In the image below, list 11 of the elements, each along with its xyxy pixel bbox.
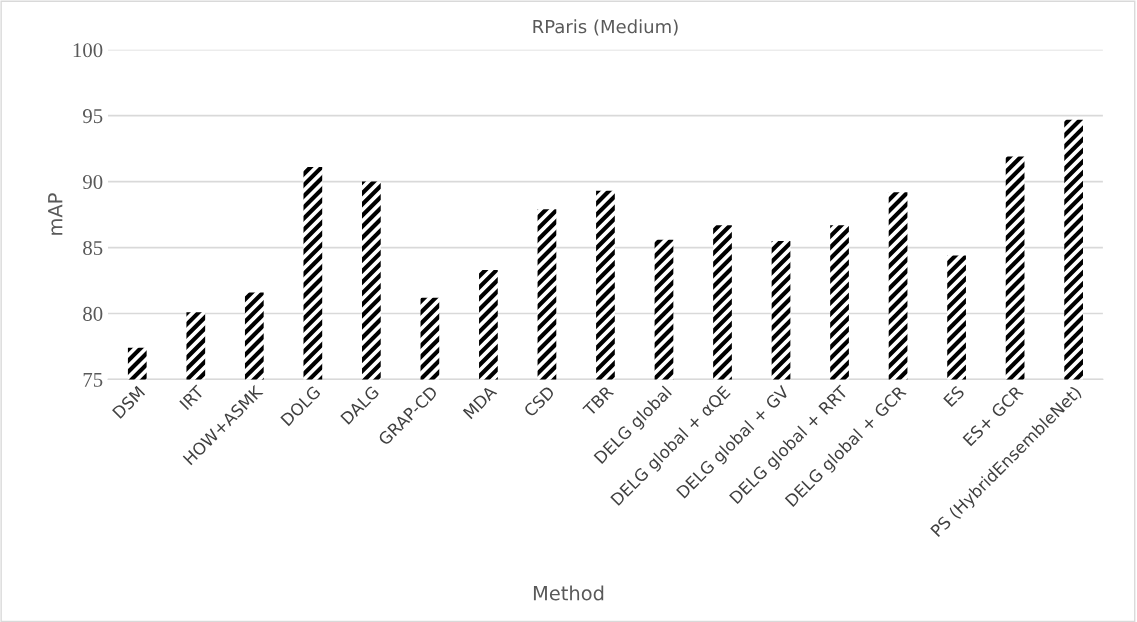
y-axis-title: mAP: [48, 193, 63, 235]
y-tick-label: 100: [73, 43, 103, 58]
x-axis-title: Method: [533, 585, 604, 601]
y-tick-label: 95: [82, 109, 103, 124]
chart-title: RParis (Medium): [533, 19, 678, 36]
x-tick-label: CSD: [523, 385, 556, 418]
y-tick-label: 90: [82, 175, 103, 190]
y-tick-label: 80: [83, 306, 103, 321]
y-tick-label: 85: [83, 240, 103, 255]
x-tick-label: TBR: [582, 384, 615, 417]
y-tick-label: 75: [83, 373, 103, 387]
